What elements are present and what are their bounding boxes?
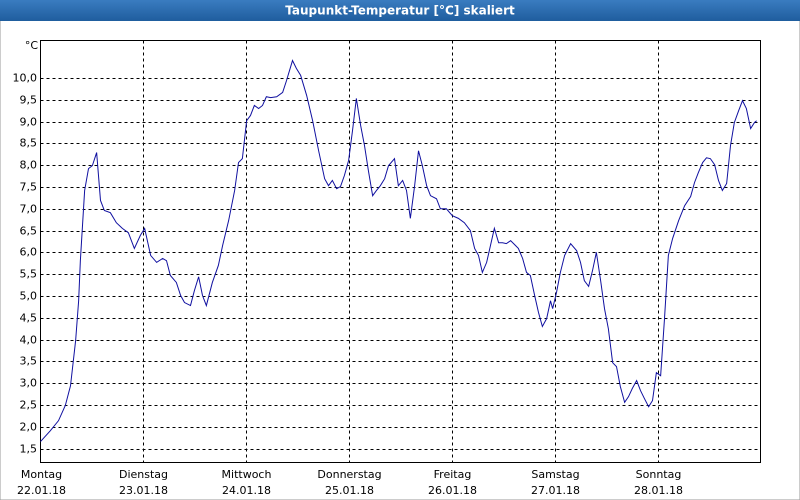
- y-tick-label: 8,0: [20, 159, 38, 172]
- y-tick-label: 3,0: [20, 377, 38, 390]
- y-tick-label: 3,5: [20, 355, 38, 368]
- y-tick-label: 1,5: [20, 443, 38, 456]
- chart-title: Taupunkt-Temperatur [°C] skaliert: [285, 4, 515, 18]
- y-tick-label: 7,5: [20, 181, 38, 194]
- x-tick-label: Freitag: [434, 468, 472, 481]
- y-tick-label: 4,0: [20, 334, 38, 347]
- x-tick-label: Dienstag: [119, 468, 168, 481]
- x-tick-date: 27.01.18: [531, 484, 580, 497]
- y-unit: °C: [25, 39, 39, 52]
- y-tick-label: 10,0: [13, 72, 38, 85]
- y-tick-label: 4,5: [20, 312, 38, 325]
- title-bar: [0, 0, 800, 21]
- x-tick-label: Mittwoch: [222, 468, 272, 481]
- x-tick-label: Montag: [21, 468, 62, 481]
- x-tick-date: 25.01.18: [325, 484, 374, 497]
- y-tick-label: 9,5: [20, 94, 38, 107]
- x-tick-label: Donnerstag: [317, 468, 381, 481]
- y-tick-label: 2,0: [20, 421, 38, 434]
- y-tick-label: 7,0: [20, 203, 38, 216]
- y-tick-label: 5,0: [20, 290, 38, 303]
- y-tick-label: 6,5: [20, 225, 38, 238]
- x-tick-date: 23.01.18: [119, 484, 168, 497]
- y-tick-label: 5,5: [20, 268, 38, 281]
- data-line: [40, 59, 757, 442]
- y-tick-label: 6,0: [20, 246, 38, 259]
- plot-frame: [40, 40, 761, 463]
- y-tick-label: 2,5: [20, 399, 38, 412]
- x-tick-date: 22.01.18: [17, 484, 66, 497]
- x-tick-label: Samstag: [531, 468, 579, 481]
- y-tick-label: 9,0: [20, 116, 38, 129]
- x-tick-date: 26.01.18: [428, 484, 477, 497]
- x-tick-label: Sonntag: [636, 468, 682, 481]
- y-tick-label: 8,5: [20, 137, 38, 150]
- x-tick-date: 24.01.18: [222, 484, 271, 497]
- x-tick-date: 28.01.18: [634, 484, 683, 497]
